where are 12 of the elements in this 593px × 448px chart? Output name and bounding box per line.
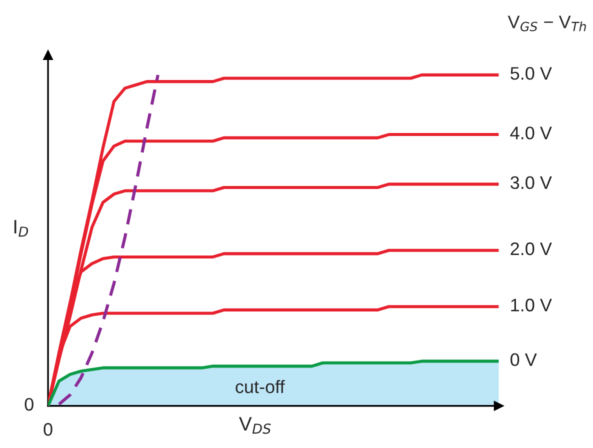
series-label: 1.0 V [511, 298, 552, 312]
text: 0 [24, 398, 34, 411]
y-axis-title: I$_{D}$ [14, 220, 28, 237]
series-label: 2.0 V [510, 242, 552, 256]
series-label: 3.0 V [510, 176, 552, 190]
x-axis-title: V$_{DS}$ [239, 417, 271, 434]
annotation: cut-off [236, 380, 285, 394]
text: 0 [44, 423, 52, 436]
series-label: 0 V [510, 353, 537, 366]
series-label: 4.0 V [510, 126, 552, 140]
series-label: 5.0 V [510, 67, 552, 80]
legend-title: V$_{GS}$ − V$_{Th}$ [508, 16, 586, 32]
